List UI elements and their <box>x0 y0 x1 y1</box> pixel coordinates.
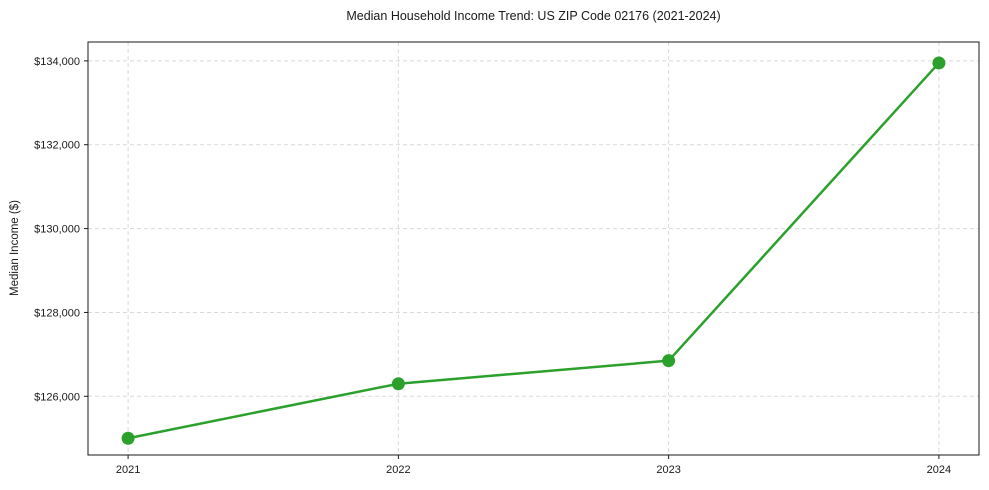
y-tick-label: $134,000 <box>34 56 80 68</box>
x-tick-label: 2022 <box>386 464 410 476</box>
y-tick-label: $130,000 <box>34 224 80 236</box>
x-tick-label: 2023 <box>656 464 680 476</box>
data-point <box>932 56 946 70</box>
plot-border <box>87 41 980 456</box>
data-point <box>121 431 135 445</box>
y-tick-label: $126,000 <box>34 391 80 403</box>
chart-title: Median Household Income Trend: US ZIP Co… <box>346 9 721 23</box>
y-tick-label: $132,000 <box>34 140 80 152</box>
income-trend-line <box>127 62 940 440</box>
x-tick-label: 2021 <box>116 464 140 476</box>
data-point <box>662 354 676 368</box>
y-tick-label: $128,000 <box>34 307 80 319</box>
data-point <box>391 377 405 391</box>
x-tick-label: 2024 <box>927 464 951 476</box>
